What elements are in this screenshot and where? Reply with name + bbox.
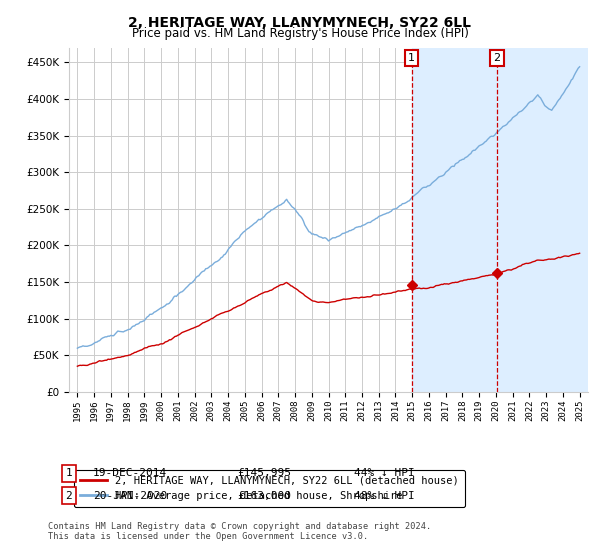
Text: £145,995: £145,995 <box>237 468 291 478</box>
Text: 1: 1 <box>408 53 415 63</box>
Text: 44% ↓ HPI: 44% ↓ HPI <box>354 468 415 478</box>
Legend: 2, HERITAGE WAY, LLANYMYNECH, SY22 6LL (detached house), HPI: Average price, det: 2, HERITAGE WAY, LLANYMYNECH, SY22 6LL (… <box>74 469 465 507</box>
Text: 2: 2 <box>65 491 73 501</box>
Text: £163,000: £163,000 <box>237 491 291 501</box>
Bar <box>412 48 588 392</box>
Text: Price paid vs. HM Land Registry's House Price Index (HPI): Price paid vs. HM Land Registry's House … <box>131 27 469 40</box>
Text: Contains HM Land Registry data © Crown copyright and database right 2024.
This d: Contains HM Land Registry data © Crown c… <box>48 522 431 542</box>
Text: 2, HERITAGE WAY, LLANYMYNECH, SY22 6LL: 2, HERITAGE WAY, LLANYMYNECH, SY22 6LL <box>128 16 472 30</box>
Text: 2: 2 <box>493 53 500 63</box>
Text: 20-JAN-2020: 20-JAN-2020 <box>93 491 167 501</box>
Text: 1: 1 <box>65 468 73 478</box>
Text: 19-DEC-2014: 19-DEC-2014 <box>93 468 167 478</box>
Text: 48% ↓ HPI: 48% ↓ HPI <box>354 491 415 501</box>
